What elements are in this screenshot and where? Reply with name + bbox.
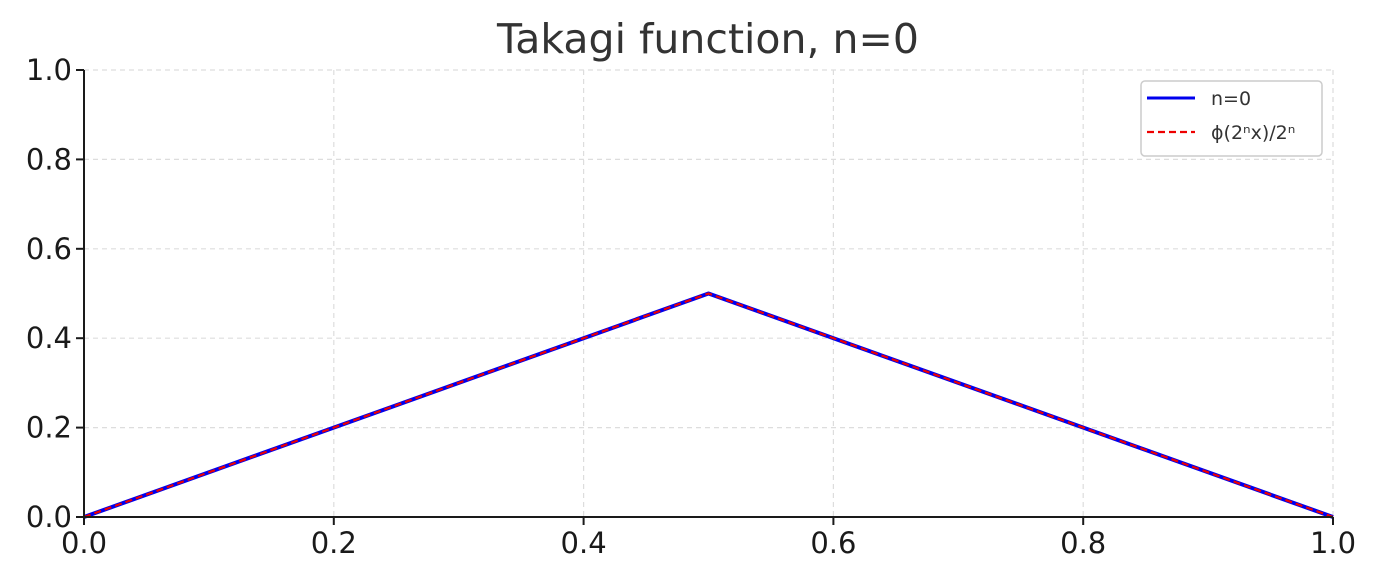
axes bbox=[83, 70, 1333, 518]
legend-label-phi: ϕ(2ⁿx)/2ⁿ bbox=[1211, 122, 1295, 144]
x-tick-label: 0.4 bbox=[561, 526, 607, 560]
y-tick-label: 0.8 bbox=[26, 142, 72, 176]
legend-box bbox=[1140, 80, 1323, 157]
series-lines bbox=[83, 291, 1334, 519]
x-tick-label: 0.8 bbox=[1060, 526, 1106, 560]
y-tick-label: 1.0 bbox=[26, 53, 72, 87]
chart-title: Takagi function, n=0 bbox=[496, 15, 919, 63]
x-tick-label: 0.2 bbox=[311, 526, 357, 560]
legend-label-n0: n=0 bbox=[1211, 88, 1251, 110]
tick-marks-and-labels: 0.0 0.2 0.4 0.6 0.8 1.0 0.0 0.2 0.4 0.6 0.8 1.0 bbox=[26, 53, 1356, 560]
series-line-1 bbox=[83, 292, 1334, 519]
x-tick-label: 0.6 bbox=[810, 526, 856, 560]
x-tick-label: 0.0 bbox=[61, 526, 107, 560]
x-tick-label: 1.0 bbox=[1310, 526, 1356, 560]
y-tick-label: 0.6 bbox=[26, 232, 72, 266]
series-line-0 bbox=[83, 291, 1334, 519]
legend: n=0 ϕ(2ⁿx)/2ⁿ bbox=[1140, 80, 1323, 157]
y-tick-label: 0.2 bbox=[26, 411, 72, 445]
y-tick-label: 0.0 bbox=[26, 500, 72, 534]
y-tick-label: 0.4 bbox=[26, 321, 72, 355]
